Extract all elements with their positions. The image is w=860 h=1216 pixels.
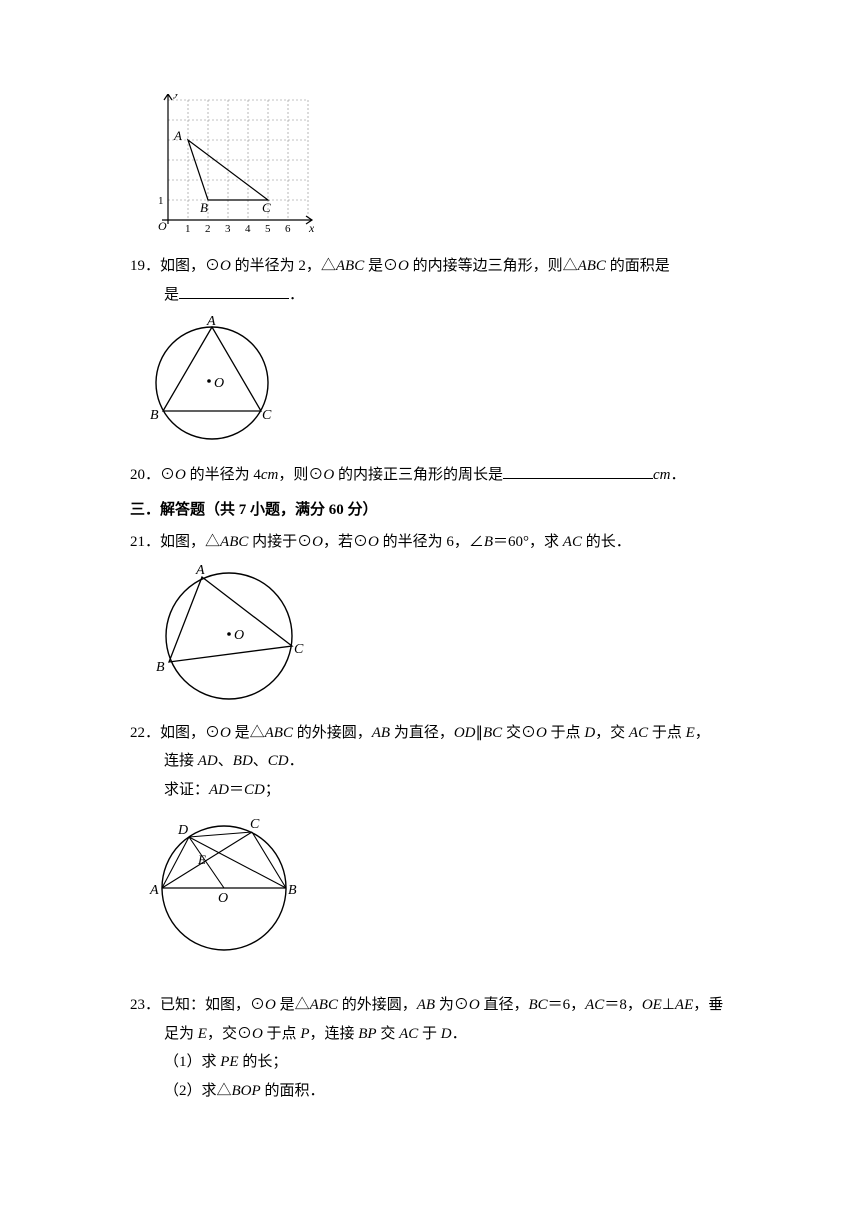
svg-text:O: O [218,891,228,906]
p19-figure: A B C O [144,313,750,453]
problem-22: 22．如图，⊙O 是△ABC 的外接圆，AB 为直径，OD∥BC 交⊙O 于点 … [130,719,750,964]
p19-num: 19． [130,258,160,274]
svg-text:A: A [149,883,159,898]
p21-figure: A B C O [144,561,750,711]
svg-text:C: C [294,642,304,657]
svg-text:2: 2 [205,223,211,235]
svg-text:O: O [234,628,244,643]
problem-21: 21．如图，△ABC 内接于⊙O，若⊙O 的半径为 6，∠B＝60°，求 AC … [130,528,750,711]
svg-text:B: B [156,660,165,675]
svg-text:5: 5 [265,223,271,235]
problem-19-text: 19．如图，⊙O 的半径为 2，△ABC 是⊙O 的内接等边三角形，则△ABC … [130,252,750,281]
section-3-header: 三．解答题（共 7 小题，满分 60 分） [130,496,750,525]
svg-text:C: C [262,408,272,423]
svg-text:B: B [288,883,297,898]
svg-text:E: E [197,852,206,867]
problem-20: 20．⊙O 的半径为 4cm，则⊙O 的内接正三角形的周长是cm． [130,461,750,490]
problem-23: 23．已知：如图，⊙O 是△ABC 的外接圆，AB 为⊙O 直径，BC＝6，AC… [130,991,750,1105]
problem-19: 19．如图，⊙O 的半径为 2，△ABC 是⊙O 的内接等边三角形，则△ABC … [130,252,750,453]
p22-num: 22． [130,725,160,741]
blank-20 [503,463,653,479]
svg-text:6: 6 [285,223,291,235]
svg-text:3: 3 [225,223,231,235]
p21-num: 21． [130,534,160,550]
axis-y-label: y [173,94,180,99]
svg-text:A: A [195,563,205,578]
svg-text:C: C [250,817,260,832]
grid-svg: y x O 1 A B C 1 2 3 4 5 6 [144,94,314,244]
p22-figure: A B C D E O [144,808,750,963]
pt-A: A [173,128,182,143]
blank-19 [179,283,289,299]
grid-figure: y x O 1 A B C 1 2 3 4 5 6 [144,94,750,244]
pt-C: C [262,200,271,215]
axis-x-label: x [308,221,314,235]
pt-B: B [200,200,208,215]
svg-text:D: D [177,823,188,838]
svg-text:O: O [214,376,224,391]
svg-text:B: B [150,408,159,423]
svg-text:4: 4 [245,223,251,235]
tick-1-y: 1 [158,195,164,207]
p20-num: 20． [130,467,160,483]
origin-label: O [158,219,167,233]
svg-text:A: A [206,314,216,329]
p23-num: 23． [130,997,160,1013]
svg-text:1: 1 [185,223,191,235]
